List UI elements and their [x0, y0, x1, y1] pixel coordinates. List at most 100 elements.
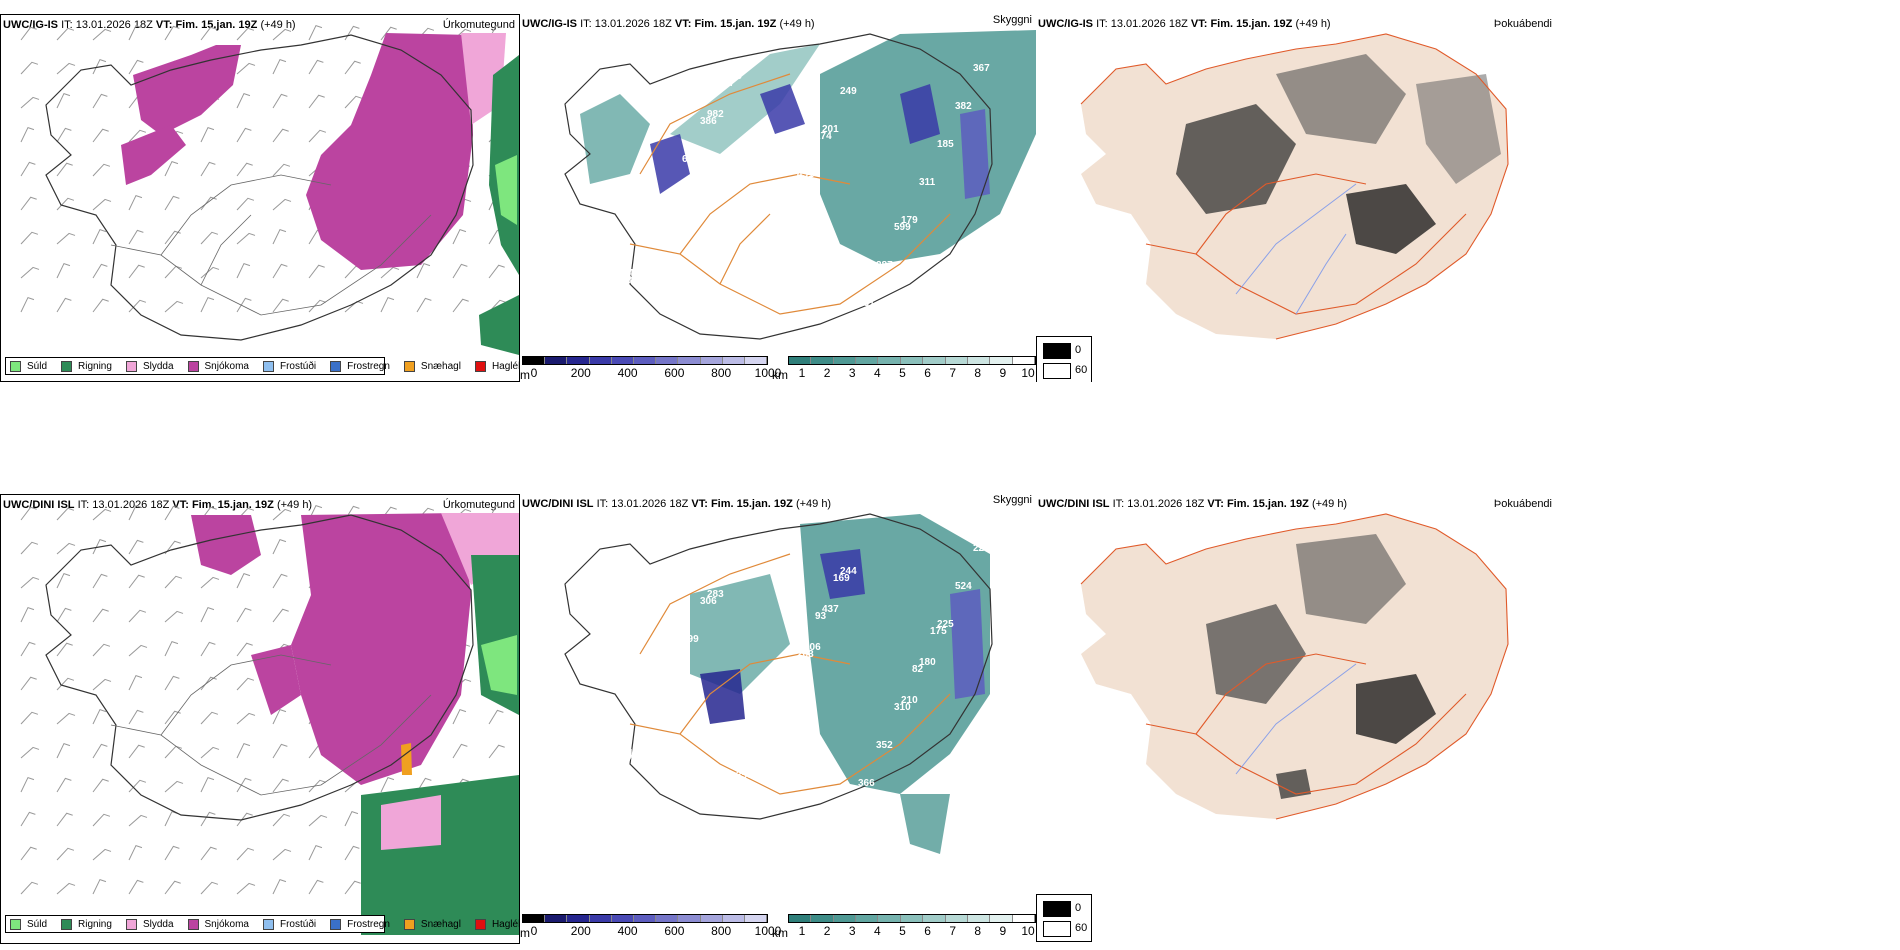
- visibility-value-label: 136: [621, 275, 638, 286]
- wind-barb: [236, 92, 251, 109]
- fog-legend-swatch: [1043, 921, 1071, 937]
- wind-barb: [200, 711, 219, 725]
- wind-barb: [488, 264, 505, 279]
- rivers: [1235, 663, 1357, 775]
- wind-barb: [20, 541, 39, 555]
- colorbar-cell: [744, 915, 768, 922]
- snow-area: [306, 33, 473, 270]
- colorbar-cell: [811, 915, 834, 922]
- wind-barb: [236, 712, 256, 725]
- visibility-value-label: 603: [682, 154, 699, 165]
- colorbar-tick-label: 0: [530, 366, 538, 380]
- panel-title: Skyggni: [992, 14, 1032, 26]
- wind-barb: [92, 608, 109, 623]
- colorbar-cell: [656, 357, 679, 364]
- colorbar-cell: [633, 357, 657, 364]
- legend-item: Súld: [10, 360, 47, 372]
- visibility-value-label: 231: [858, 298, 875, 309]
- visibility-value-label: 220: [761, 245, 778, 256]
- colorbar-tick-label: 800: [711, 366, 732, 380]
- low-cloud-area: [820, 549, 865, 599]
- wind-barb: [200, 846, 217, 861]
- wind-barb: [452, 263, 468, 279]
- visibility-value-label: 375: [621, 755, 638, 766]
- precip-legend: Súld Rigning Slydda Snjókoma Frostúði Frostre…: [5, 915, 519, 933]
- colorbar-cell: [545, 357, 568, 364]
- legend-label: Slydda: [142, 360, 174, 372]
- legend-item: Snjókoma: [187, 918, 249, 930]
- reduced-visibility-area: [820, 30, 1036, 264]
- wind-barb: [164, 575, 183, 589]
- wind-barb: [164, 505, 180, 521]
- wind-barb: [92, 508, 112, 521]
- colorbar-cell: [589, 915, 612, 922]
- visibility-map: 182 982 93 179 423 295 201 311 251 426 249 185 282 22…: [564, 30, 1036, 340]
- wind-barb: [20, 126, 35, 143]
- wind-barb: [164, 230, 181, 245]
- wind-barb: [92, 878, 107, 895]
- wind-barb: [236, 882, 256, 895]
- fog-area: [1206, 604, 1306, 704]
- visibility-value-label: 683: [646, 710, 663, 721]
- wind-barb: [20, 776, 35, 793]
- wind-barb: [128, 609, 147, 623]
- wind-barb: [272, 508, 292, 521]
- wind-barb: [308, 879, 324, 895]
- wind-barb: [20, 266, 40, 279]
- fog-legend-swatch: [1043, 363, 1071, 379]
- wind-barb: [236, 232, 256, 245]
- colorbar-cell: [923, 915, 946, 922]
- wind-barb: [164, 640, 179, 657]
- legend-item: Frostregn: [330, 918, 390, 930]
- wind-barb: [56, 572, 71, 589]
- visibility-colorbar: km 1 2 3 4 5 6 7 8 9 10: [772, 356, 1036, 382]
- rain-area: [479, 295, 519, 355]
- wind-barb: [164, 845, 180, 861]
- fog-area: [1296, 534, 1406, 624]
- colorbar-tick-label: 200: [570, 924, 591, 938]
- legend-label: Rigning: [78, 918, 112, 930]
- visibility-value-label: 437: [822, 604, 839, 615]
- colorbar-cell: [945, 915, 968, 922]
- wind-barb: [92, 263, 108, 279]
- legend-swatch: [403, 918, 415, 930]
- wind-barb: [236, 742, 251, 759]
- wind-barb: [20, 196, 37, 211]
- wind-barb: [56, 542, 76, 555]
- visibility-map: 179 283 206 210 162 243 437 180 683 280 244 225 316 8…: [564, 513, 993, 854]
- colorbar-tick-label: 3: [848, 924, 856, 938]
- wind-barb: [128, 779, 147, 793]
- colorbar-cell: [967, 915, 991, 922]
- visibility-value-label: 352: [876, 740, 893, 751]
- colorbar-cell: [744, 357, 768, 364]
- wind-barb: [416, 262, 431, 279]
- wind-barb: [272, 538, 287, 555]
- colorbar-cell: [523, 357, 546, 364]
- colorbar-tick-label: 10: [1021, 924, 1035, 938]
- visibility-value-label: 311: [919, 177, 936, 188]
- wind-barb: [20, 26, 37, 41]
- wind-barb: [344, 95, 363, 109]
- fog-index-panel-row1: UWC/IG-IS IT: 13.01.2026 18Z VT: Fim. 15…: [1036, 14, 1556, 382]
- wind-barb: [236, 197, 255, 211]
- wind-barb: [20, 676, 37, 691]
- colorbar-cell: [945, 357, 968, 364]
- wind-barb: [308, 779, 327, 793]
- colorbar-cell: [833, 915, 857, 922]
- wind-barb: [236, 27, 255, 41]
- colorbar-tick-label: 10: [1021, 366, 1035, 380]
- visibility-value-label: 366: [858, 778, 875, 789]
- wind-barb: [236, 297, 252, 313]
- colorbar-cell: [656, 915, 679, 922]
- colorbar-cell: [900, 357, 924, 364]
- wind-barb: [200, 746, 220, 759]
- wind-barb: [308, 24, 323, 41]
- wind-barb: [272, 28, 292, 41]
- legend-item: Frostúði: [262, 918, 316, 930]
- wind-barb: [128, 59, 144, 75]
- colorbar-cell: [611, 915, 634, 922]
- legend-swatch: [61, 918, 73, 930]
- colorbar-cell: [1012, 915, 1035, 922]
- fog-area: [1346, 184, 1436, 254]
- wind-barb: [56, 507, 75, 521]
